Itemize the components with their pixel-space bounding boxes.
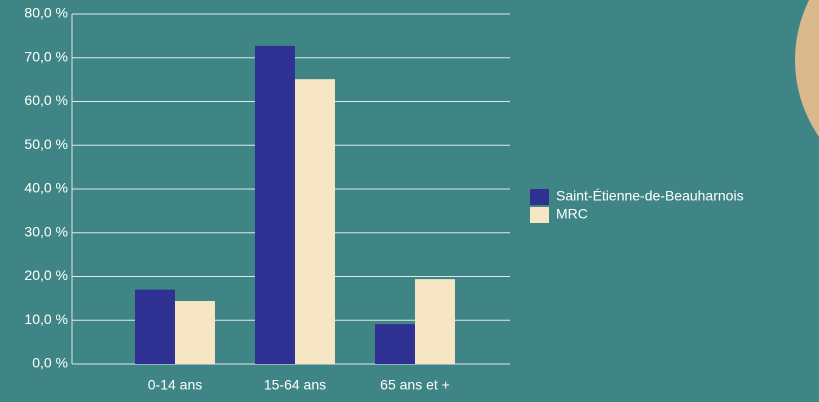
y-tick-label: 50,0 % xyxy=(24,136,68,152)
decoration xyxy=(795,0,819,137)
y-tick-label: 30,0 % xyxy=(24,223,68,239)
legend-swatch xyxy=(530,207,549,223)
bar xyxy=(255,45,295,364)
bar xyxy=(415,279,455,364)
bar xyxy=(295,79,335,364)
y-tick-label: 20,0 % xyxy=(24,267,68,283)
bar xyxy=(375,324,415,364)
y-tick-label: 10,0 % xyxy=(24,311,68,327)
y-tick-label: 70,0 % xyxy=(24,48,68,64)
bar xyxy=(175,301,215,364)
x-tick-label: 0-14 ans xyxy=(148,377,202,393)
x-tick-label: 15-64 ans xyxy=(264,377,326,393)
legend-label: Saint-Étienne-de-Beauharnois xyxy=(556,188,744,204)
y-tick-label: 80,0 % xyxy=(24,5,68,21)
y-tick-label: 60,0 % xyxy=(24,92,68,108)
legend-swatch xyxy=(530,189,549,205)
y-tick-label: 40,0 % xyxy=(24,180,68,196)
y-tick-label: 0,0 % xyxy=(32,355,68,371)
bar xyxy=(135,289,175,364)
legend-label: MRC xyxy=(556,206,588,222)
x-tick-label: 65 ans et + xyxy=(380,377,450,393)
